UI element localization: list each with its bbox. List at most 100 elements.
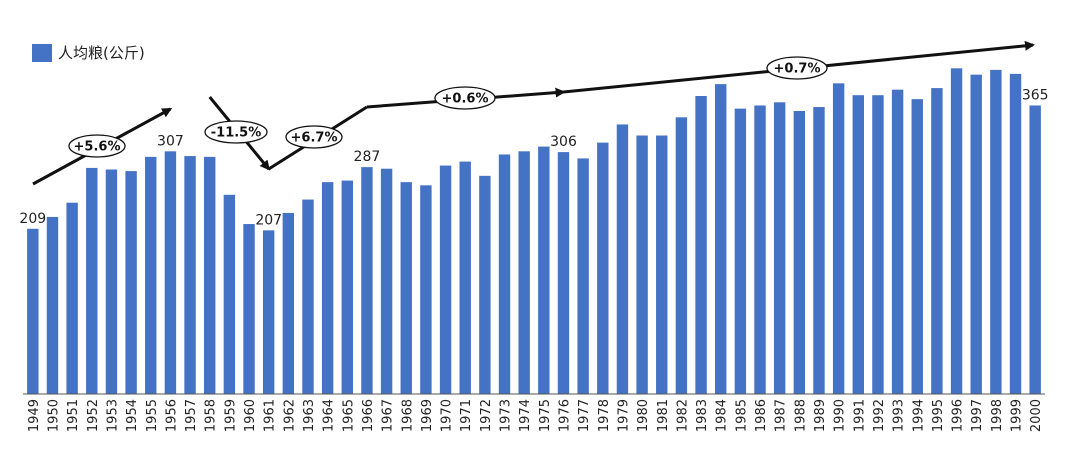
tick-label-1978: 1978 [597, 399, 612, 432]
bar-1991 [852, 95, 864, 394]
tick-label-1976: 1976 [558, 399, 573, 432]
tick-label-1977: 1977 [577, 399, 592, 432]
bar-1984 [715, 84, 727, 394]
tick-label-1962: 1962 [282, 399, 297, 432]
tick-label-1979: 1979 [616, 399, 631, 432]
bar-1954 [125, 171, 137, 394]
bar-1990 [832, 83, 845, 394]
bar-1983 [695, 95, 707, 395]
data-label-1961: 207 [255, 212, 282, 228]
tick-label-1973: 1973 [499, 399, 514, 432]
data-label-1949: 209 [19, 211, 46, 227]
bar-1963 [302, 199, 314, 394]
data-label-1956: 307 [157, 133, 184, 149]
tick-label-1991: 1991 [852, 399, 867, 432]
trend-badge-2 [204, 120, 268, 144]
tick-label-1989: 1989 [813, 399, 828, 432]
bar-1957 [184, 156, 196, 394]
bar-1992 [872, 95, 884, 394]
data-label-1976: 306 [550, 134, 577, 150]
bar-1997 [970, 74, 982, 395]
tick-label-1965: 1965 [341, 399, 356, 432]
bar-1960 [243, 224, 255, 394]
tick-label-1964: 1964 [322, 399, 337, 432]
bar-1967 [380, 168, 393, 394]
tick-label-1999: 1999 [1010, 399, 1025, 432]
bar-1958 [204, 156, 216, 394]
bar-1950 [46, 216, 59, 394]
tick-label-1982: 1982 [675, 399, 690, 432]
trend-badge-5 [766, 56, 828, 80]
tick-label-1955: 1955 [145, 399, 160, 432]
tick-label-1993: 1993 [892, 399, 907, 432]
trend-label-2: -11.5% [211, 126, 262, 141]
trend-badge-4 [434, 86, 496, 110]
trend-label-5: +0.7% [774, 62, 821, 77]
bar-1976 [557, 152, 570, 394]
bar-1987 [773, 102, 786, 394]
bar-1995 [931, 88, 943, 394]
tick-label-1961: 1961 [263, 399, 278, 432]
bar-1981 [656, 135, 668, 394]
bar-1961 [262, 230, 275, 394]
bar-1959 [223, 194, 236, 394]
tick-label-1990: 1990 [833, 399, 848, 432]
tick-label-1954: 1954 [125, 399, 140, 432]
tick-label-1974: 1974 [518, 399, 533, 432]
bar-1974 [518, 151, 530, 394]
bar-1962 [282, 212, 295, 394]
tick-label-1980: 1980 [636, 399, 651, 432]
tick-label-1992: 1992 [872, 399, 887, 432]
bar-1969 [420, 185, 432, 394]
tick-label-1985: 1985 [734, 399, 749, 432]
trend-label-3: +6.7% [291, 131, 338, 146]
trend-badge-3 [285, 125, 343, 149]
legend-swatch [32, 43, 52, 62]
tick-label-1963: 1963 [302, 399, 317, 432]
data-label-1966: 287 [354, 149, 381, 165]
tick-label-1995: 1995 [931, 399, 946, 432]
bar-1994 [911, 99, 923, 395]
trend-label-4: +0.6% [442, 92, 489, 107]
tick-label-1949: 1949 [27, 399, 42, 432]
bar-1975 [538, 146, 550, 394]
bar-1988 [793, 111, 806, 394]
tick-label-1969: 1969 [420, 399, 435, 432]
trend-badge-1 [68, 134, 126, 158]
tick-label-1970: 1970 [440, 399, 455, 432]
tick-label-1959: 1959 [223, 399, 238, 432]
tick-label-1950: 1950 [47, 399, 62, 432]
bar-1989 [813, 107, 825, 394]
tick-label-1957: 1957 [184, 399, 199, 432]
bar-1980 [636, 135, 648, 394]
bar-1955 [145, 156, 157, 394]
bar-1970 [439, 165, 452, 394]
bar-1986 [754, 105, 766, 394]
tick-label-1994: 1994 [911, 399, 926, 432]
trend-label-1: +5.6% [74, 140, 121, 155]
bar-1985 [734, 108, 747, 394]
tick-label-1996: 1996 [951, 399, 966, 432]
bar-1951 [66, 202, 78, 394]
tick-label-1960: 1960 [243, 399, 258, 432]
tick-label-1953: 1953 [105, 399, 120, 432]
bar-1972 [479, 175, 491, 394]
bar-1999 [1009, 73, 1022, 395]
legend: 人均粮(公斤) [32, 42, 145, 63]
tick-label-1956: 1956 [164, 399, 179, 432]
bar-1982 [675, 117, 688, 394]
tick-label-1967: 1967 [381, 399, 396, 432]
tick-label-1987: 1987 [774, 399, 789, 432]
data-label-2000: 365 [1022, 88, 1049, 104]
tick-label-1988: 1988 [793, 399, 808, 432]
bar-1971 [459, 161, 471, 394]
tick-label-1968: 1968 [400, 399, 415, 432]
bar-1977 [577, 158, 589, 394]
tick-label-1984: 1984 [715, 399, 730, 432]
bar-1966 [361, 167, 373, 394]
tick-label-1997: 1997 [970, 399, 985, 432]
tick-label-1971: 1971 [459, 399, 474, 432]
bar-1993 [891, 89, 904, 395]
bar-1965 [341, 180, 353, 394]
